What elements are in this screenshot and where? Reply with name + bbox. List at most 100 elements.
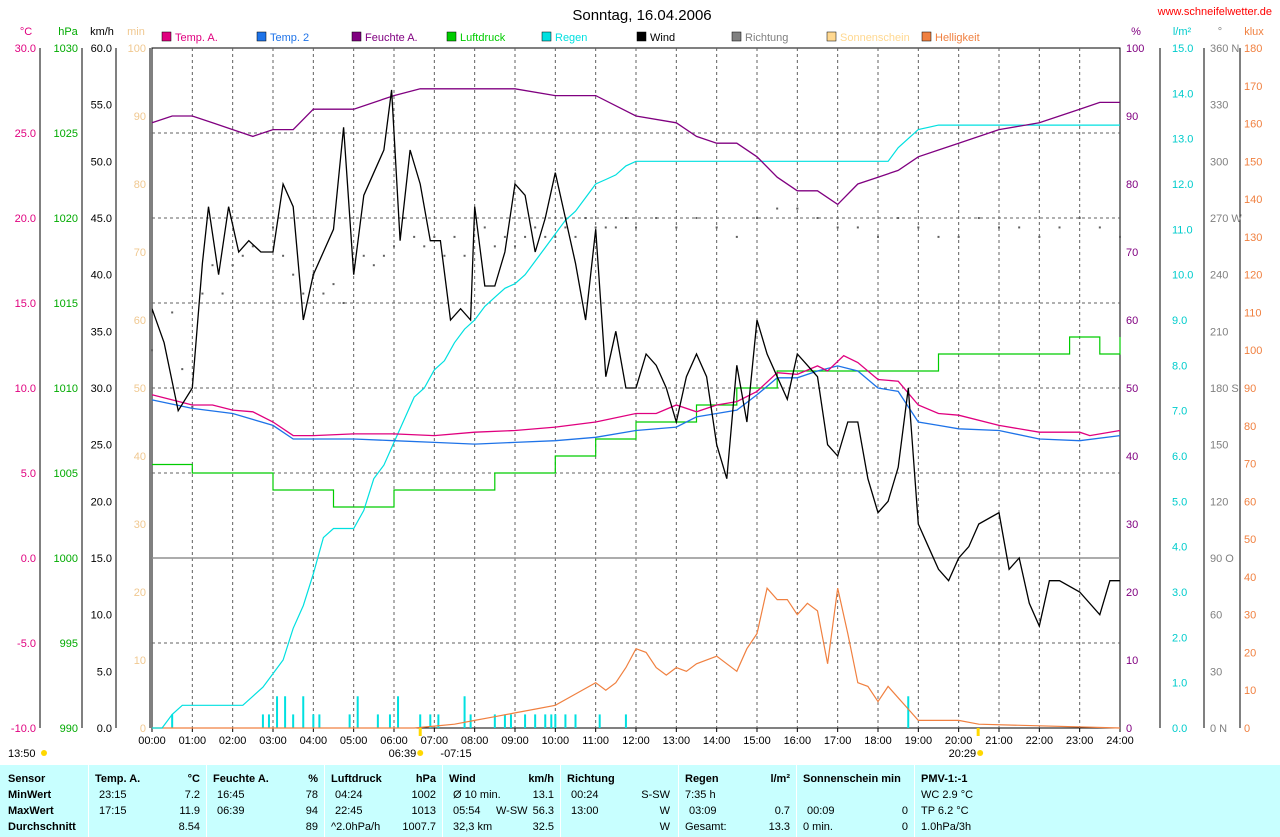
right-axis-tick: 90 O <box>1210 553 1234 565</box>
rain-bar <box>276 696 279 728</box>
left-axis-tick: 30.0 <box>15 43 36 55</box>
temp-min-time: 23:15 <box>99 789 127 801</box>
right-axis-tick: 140 <box>1244 194 1262 206</box>
rain-bar <box>907 696 910 728</box>
legend-label: Luftdruck <box>460 32 506 44</box>
legend-label: Temp. 2 <box>270 32 309 44</box>
direction-point <box>715 226 718 229</box>
x-tick-label: 05:00 <box>340 735 368 747</box>
left-axis-tick: 40 <box>134 451 146 463</box>
rain-bar <box>598 714 601 728</box>
x-tick-label: 13:00 <box>663 735 691 747</box>
right-axis-tick: 60 <box>1244 496 1256 508</box>
right-axis-tick: 330 <box>1210 100 1228 112</box>
legend-swatch <box>446 31 457 42</box>
direction-point <box>957 235 960 238</box>
direction-point <box>282 254 285 257</box>
x-tick-label: 23:00 <box>1066 735 1094 747</box>
x-tick-label: 11:00 <box>582 735 609 747</box>
legend-swatch <box>731 31 742 42</box>
temp2-line <box>151 365 1121 445</box>
direction-point <box>231 264 234 267</box>
left-axis-tick: 20 <box>134 587 146 599</box>
left-axis-tick: 1010 <box>54 383 78 395</box>
right-axis-tick: 70 <box>1126 247 1138 259</box>
hum-max-value: 94 <box>305 805 318 817</box>
direction-point <box>534 226 537 229</box>
direction-point <box>584 217 587 219</box>
left-axis-tick: 70 <box>134 247 146 259</box>
direction-point <box>393 245 395 248</box>
right-axis-tick: 40 <box>1244 572 1256 584</box>
rain-bar <box>292 714 295 728</box>
direction-point <box>937 235 940 238</box>
right-axis-tick: 9.0 <box>1172 315 1187 327</box>
direction-point <box>635 226 637 229</box>
press-unit: hPa <box>415 773 436 785</box>
pressure-line <box>152 336 1121 508</box>
temp-unit: °C <box>187 773 200 785</box>
axes: 00:00 01:00 02:00 03:00 04:00 05:00 06:00 07:00… <box>11 26 1264 747</box>
wind-run: 32,3 km <box>453 821 493 833</box>
rain-total-value: 13.3 <box>768 821 790 833</box>
rain-bar <box>503 714 506 728</box>
left-axis-tick: 100 <box>128 43 146 55</box>
direction-point <box>221 292 224 295</box>
direction-point <box>856 226 859 229</box>
direction-point <box>1058 226 1061 229</box>
rain-bar <box>302 696 305 728</box>
right-axis-tick: 80 <box>1126 179 1138 191</box>
right-axis-tick: 10.0 <box>1172 270 1193 282</box>
right-axis-tick: 0.0 <box>1172 723 1187 735</box>
sun-max-time: 00:09 <box>807 805 835 817</box>
legend-label: Feuchte A. <box>365 32 418 44</box>
left-axis-tick: 20.0 <box>15 213 36 225</box>
dir-header: Richtung <box>567 773 615 785</box>
direction-point <box>1119 235 1121 238</box>
legend-label: Sonnenschein <box>840 32 910 44</box>
direction-point <box>483 226 486 229</box>
rain-bar <box>564 714 567 728</box>
rain-bar <box>554 714 557 728</box>
dir-avg-value: W <box>659 821 670 833</box>
legend-swatch <box>161 31 172 42</box>
x-tick-label: 09:00 <box>501 735 529 747</box>
direction-point <box>776 207 779 210</box>
left-axis-tick: 995 <box>60 638 78 650</box>
direction-point <box>897 217 900 219</box>
rain-bar <box>524 714 527 728</box>
left-axis-tick: 30 <box>134 519 146 531</box>
direction-point <box>514 245 516 248</box>
min-row-label: MinWert <box>8 789 52 801</box>
direction-point <box>1038 235 1041 238</box>
direction-point <box>302 292 305 295</box>
left-axis-tick: 1000 <box>54 553 78 565</box>
right-axis-unit: klux <box>1244 26 1264 38</box>
left-axis-tick: -5.0 <box>17 638 36 650</box>
legend-swatch <box>921 31 932 42</box>
site-link[interactable]: www.schneifelwetter.de <box>1157 6 1272 18</box>
direction-point <box>1078 217 1081 219</box>
right-axis-tick: 150 <box>1244 156 1262 168</box>
legend-label: Helligkeit <box>935 32 980 44</box>
legend-label: Temp. A. <box>175 32 218 44</box>
right-axis-tick: 120 <box>1210 496 1228 508</box>
legend-swatch <box>826 31 837 42</box>
dir-max-time: 13:00 <box>571 805 599 817</box>
right-axis-unit: ° <box>1218 26 1222 38</box>
left-axis-unit: min <box>127 26 145 38</box>
hum-min-time: 16:45 <box>217 789 245 801</box>
right-axis-tick: 120 <box>1244 270 1262 282</box>
pmv-header: PMV-1:-1 <box>921 773 968 785</box>
rain-bar <box>624 714 627 728</box>
right-axis-tick: 30 <box>1210 666 1222 678</box>
current-time: 13:50 <box>8 748 36 760</box>
direction-point <box>614 226 617 229</box>
rain-max-time: 03:09 <box>689 805 717 817</box>
right-axis-tick: 4.0 <box>1172 542 1187 554</box>
right-axis-tick: 12.0 <box>1172 179 1193 191</box>
left-axis-tick: 45.0 <box>91 213 112 225</box>
x-tick-label: 21:00 <box>985 735 1013 747</box>
x-tick-label: 19:00 <box>905 735 933 747</box>
rain-bar <box>534 714 537 728</box>
